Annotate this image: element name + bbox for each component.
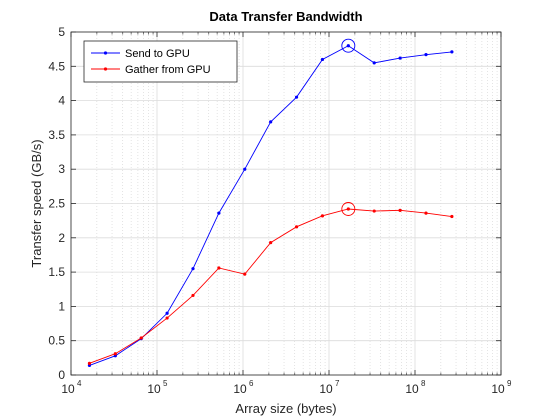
data-point [294, 225, 299, 229]
axes: 10 4 10 5 10 6 10 7 10 8 10 900.511.522.533.544.55 [48, 25, 512, 396]
x-tick-exponent: 8 [421, 379, 426, 388]
x-tick-label: 10 [147, 382, 161, 396]
x-tick-label: 10 [405, 382, 419, 396]
y-tick-label: 3 [58, 162, 65, 176]
data-point [450, 214, 454, 219]
y-tick-label: 2 [58, 231, 65, 245]
y-tick-label: 3.5 [48, 128, 65, 142]
data-point [243, 272, 247, 276]
data-point [450, 50, 454, 54]
y-tick-label: 1.5 [48, 265, 65, 279]
y-tick-label: 0 [58, 368, 65, 382]
y-tick-label: 4.5 [48, 59, 65, 73]
data-point [346, 207, 350, 211]
x-tick-exponent: 7 [335, 379, 340, 388]
x-tick-exponent: 5 [163, 379, 168, 388]
data-point [191, 267, 195, 271]
data-point [424, 211, 428, 215]
data-point [320, 214, 325, 218]
series-layer [87, 38, 454, 367]
x-tick-exponent: 4 [77, 379, 82, 388]
highlight-marker [341, 202, 356, 216]
y-tick-label: 5 [58, 25, 65, 39]
y-tick-label: 0.5 [48, 334, 65, 348]
data-point [217, 211, 221, 215]
data-point [87, 361, 92, 365]
data-point [191, 293, 195, 298]
data-point [294, 95, 299, 99]
data-point [372, 209, 376, 213]
data-point [398, 208, 402, 212]
data-point [243, 167, 247, 171]
series-send-to-gpu [87, 44, 454, 367]
x-tick-exponent: 9 [507, 379, 512, 388]
data-point [113, 352, 117, 356]
legend: Send to GPU Gather from GPU [83, 40, 238, 83]
data-point [269, 120, 273, 124]
y-axis-label: Transfer speed (GB/s) [29, 139, 44, 267]
x-tick-label: 10 [319, 382, 333, 396]
data-point [320, 57, 325, 62]
legend-marker [103, 51, 108, 55]
x-tick-label: 10 [491, 382, 505, 396]
data-point [139, 336, 143, 340]
legend-marker [103, 67, 108, 71]
data-point [165, 316, 169, 320]
legend-box [83, 40, 238, 83]
series-gather-from-gpu [87, 207, 454, 365]
data-point [372, 61, 376, 65]
y-tick-label: 2.5 [48, 197, 65, 211]
x-tick-label: 10 [61, 382, 75, 396]
legend-label: Send to GPU [125, 48, 190, 60]
y-tick-label: 4 [58, 94, 65, 108]
highlight-marker [341, 38, 356, 53]
chart-title: Data Transfer Bandwidth [209, 9, 362, 24]
y-tick-label: 1 [58, 299, 65, 313]
data-point [217, 266, 221, 270]
legend-label: Gather from GPU [125, 64, 211, 76]
data-point [424, 53, 428, 57]
x-tick-exponent: 6 [249, 379, 254, 388]
x-axis-label: Array size (bytes) [235, 401, 336, 416]
data-point [346, 44, 350, 48]
data-point [269, 241, 273, 245]
data-point [165, 311, 169, 315]
data-point [398, 56, 402, 60]
x-tick-label: 10 [233, 382, 247, 396]
